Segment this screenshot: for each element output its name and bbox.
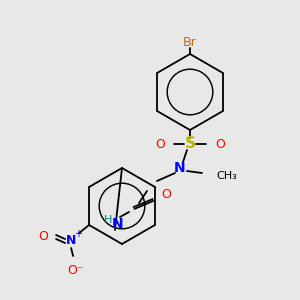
- Text: N: N: [174, 161, 186, 175]
- Text: O: O: [155, 137, 165, 151]
- Text: Br: Br: [183, 35, 197, 49]
- Text: H: H: [104, 215, 112, 225]
- Text: O⁻: O⁻: [67, 265, 83, 278]
- Text: O: O: [38, 230, 48, 244]
- Text: CH₃: CH₃: [216, 171, 237, 181]
- Text: N: N: [112, 217, 124, 231]
- Text: O: O: [161, 188, 171, 200]
- Text: N: N: [66, 235, 76, 248]
- Text: +: +: [74, 229, 82, 239]
- Text: O: O: [215, 137, 225, 151]
- Text: S: S: [184, 136, 196, 152]
